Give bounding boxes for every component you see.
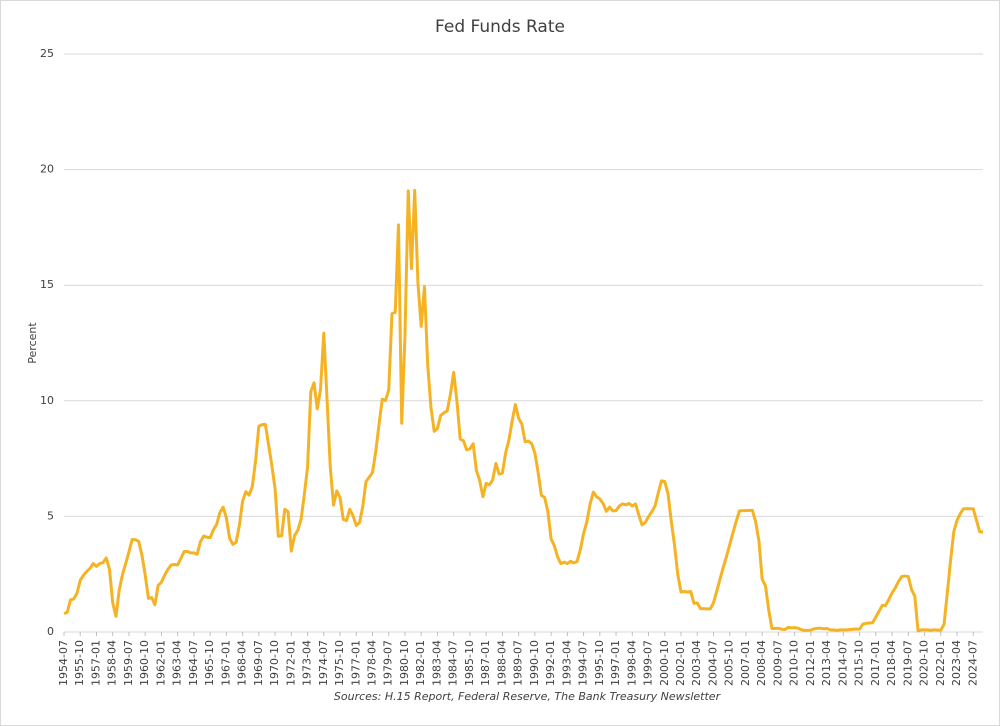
x-tick-label: 1964-07	[187, 640, 200, 686]
line	[63, 188, 983, 633]
x-tick-label: 1987-01	[479, 640, 492, 686]
x-tick-label: 1999-07	[642, 640, 655, 686]
x-tick-label: 2017-01	[869, 640, 882, 686]
y-tick-label: 5	[47, 509, 54, 522]
x-tick-label: 2023-04	[950, 640, 963, 686]
x-tick-label: 1982-01	[414, 640, 427, 686]
x-tick-label: 1963-04	[171, 640, 184, 686]
x-tick-label: 1978-04	[365, 640, 378, 686]
y-tick-label: 15	[40, 278, 54, 291]
x-tick-label: 1984-07	[447, 640, 460, 686]
x-tick-label: 1969-07	[252, 640, 265, 686]
y-tick-label: 10	[40, 394, 54, 407]
x-tick-label: 1958-04	[106, 640, 119, 686]
x-tick-label: 2024-07	[966, 640, 979, 686]
x-tick-label: 2008-04	[755, 640, 768, 686]
x-tick-label: 1988-04	[495, 640, 508, 686]
y-tick-label: 25	[40, 47, 54, 60]
x-tick-label: 1955-10	[73, 640, 86, 686]
x-tick-label: 2000-10	[658, 640, 671, 686]
x-tick-label: 1974-07	[317, 640, 330, 686]
x-tick-label: 1975-10	[333, 640, 346, 686]
x-tick-label: 2020-10	[918, 640, 931, 686]
y-axis-label: Percent	[26, 322, 39, 364]
x-tick-label: 1968-04	[236, 640, 249, 686]
x-tick-label: 1957-01	[89, 640, 102, 686]
x-tick-label: 1972-01	[284, 640, 297, 686]
x-tick-label: 1980-10	[398, 640, 411, 686]
x-tick-label: 1959-07	[122, 640, 135, 686]
x-tick-label: 1992-01	[544, 640, 557, 686]
x-tick-label: 2012-01	[804, 640, 817, 686]
x-tick-label: 2003-04	[690, 640, 703, 686]
x-tick-label: 1979-07	[382, 640, 395, 686]
y-tick-label: 20	[40, 163, 54, 176]
x-tick-label: 1967-01	[219, 640, 232, 686]
x-tick-label: 1960-10	[138, 640, 151, 686]
source-note: Sources: H.15 Report, Federal Reserve, T…	[334, 690, 722, 703]
x-tick-label: 2009-07	[771, 640, 784, 686]
x-tick-label: 2014-07	[836, 640, 849, 686]
x-tick-label: 1998-04	[625, 640, 638, 686]
x-tick-label: 2022-01	[934, 640, 947, 686]
x-tick-label: 2015-10	[853, 640, 866, 686]
x-tick-label: 1990-10	[528, 640, 541, 686]
x-tick-label: 1965-10	[203, 640, 216, 686]
x-tick-label: 1954-07	[57, 640, 70, 686]
x-tick-label: 1994-07	[577, 640, 590, 686]
x-tick-label: 1997-01	[609, 640, 622, 686]
x-tick-label: 2004-07	[706, 640, 719, 686]
x-tick-label: 2013-04	[820, 640, 833, 686]
x-tick-label: 1989-07	[512, 640, 525, 686]
x-tick-label: 1962-01	[154, 640, 167, 686]
x-tick-label: 2002-01	[674, 640, 687, 686]
x-tick-label: 1985-10	[463, 640, 476, 686]
x-tick-label: 2005-10	[723, 640, 736, 686]
x-tick-label: 1995-10	[593, 640, 606, 686]
x-tick-label: 1993-04	[560, 640, 573, 686]
x-tick-label: 1977-01	[349, 640, 362, 686]
x-tick-label: 1973-04	[301, 640, 314, 686]
x-tick-label: 2018-04	[885, 640, 898, 686]
x-tick-label: 2007-01	[739, 640, 752, 686]
chart-title: Fed Funds Rate	[435, 17, 565, 37]
y-tick-label: 0	[47, 625, 54, 638]
x-tick-label: 2010-10	[788, 640, 801, 686]
x-tick-label: 1983-04	[430, 640, 443, 686]
x-tick-label: 2019-07	[901, 640, 914, 686]
x-tick-label: 1970-10	[268, 640, 281, 686]
